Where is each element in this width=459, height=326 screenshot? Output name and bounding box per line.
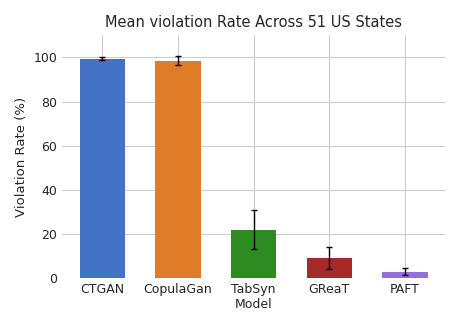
Bar <box>381 272 427 278</box>
Bar <box>79 58 125 278</box>
Bar <box>230 230 276 278</box>
Title: Mean violation Rate Across 51 US States: Mean violation Rate Across 51 US States <box>105 15 401 30</box>
Bar <box>155 61 200 278</box>
Bar <box>306 258 351 278</box>
Y-axis label: Violation Rate (%): Violation Rate (%) <box>15 97 28 217</box>
